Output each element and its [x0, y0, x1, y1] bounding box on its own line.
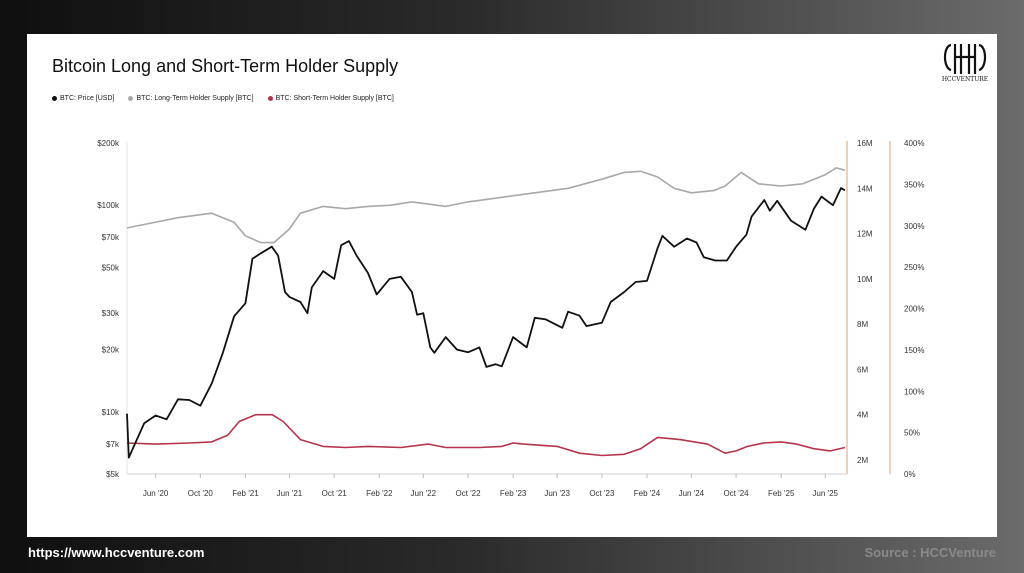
- footer-source: Source : HCCVenture: [864, 545, 996, 560]
- y-right2-tick-label: 100%: [904, 387, 924, 396]
- chart-title: Bitcoin Long and Short-Term Holder Suppl…: [52, 56, 399, 76]
- legend-dot-sth: [267, 96, 273, 101]
- y-left-tick-label: $50k: [102, 263, 120, 272]
- x-tick-label: Jun '23: [544, 489, 570, 498]
- x-tick-label: Oct '24: [724, 489, 750, 498]
- hcc-monogram-icon: [943, 43, 987, 74]
- series-line-price: [126, 187, 846, 459]
- legend-label-sth: BTC: Short-Term Holder Supply [BTC]: [275, 95, 394, 102]
- legend-item-price[interactable]: BTC: Price [USD]: [52, 95, 114, 102]
- x-tick-label: Oct '20: [188, 489, 214, 498]
- legend-label-price: BTC: Price [USD]: [60, 95, 115, 102]
- series-line-lth: [126, 167, 846, 244]
- x-tick-label: Oct '21: [322, 489, 348, 498]
- y-right1-tick-label: 4M: [857, 411, 868, 420]
- y-right1-tick-label: 12M: [857, 230, 873, 239]
- chart-plot: $200k $100k $70k $50k $30k $20k $10k $7k $5k 16M 1…: [97, 139, 924, 498]
- y-right2-tick-label: 0%: [904, 470, 916, 479]
- y-left-tick-label: $200k: [97, 139, 120, 148]
- x-tick-label: Jun '21: [277, 489, 303, 498]
- x-tick-label: Feb '21: [232, 489, 259, 498]
- series-line-sth: [126, 413, 846, 457]
- y-left-tick-label: $5k: [106, 470, 120, 479]
- x-tick-label: Jun '24: [679, 489, 705, 498]
- hcc-logo: HCCVENTURE: [939, 42, 991, 86]
- y-right2-tick-label: 350%: [904, 180, 924, 189]
- footer-url-link[interactable]: https://www.hccventure.com: [28, 545, 205, 560]
- y-right2-tick-label: 250%: [904, 263, 924, 272]
- legend-item-lth[interactable]: BTC: Long-Term Holder Supply [BTC]: [128, 95, 254, 102]
- y-right1-tick-label: 6M: [857, 365, 868, 374]
- y-left-tick-label: $70k: [102, 233, 120, 242]
- y-right2-tick-label: 50%: [904, 429, 920, 438]
- legend-dot-lth: [128, 96, 134, 101]
- x-tick-label: Jun '25: [812, 489, 838, 498]
- y-right1-tick-label: 8M: [857, 320, 868, 329]
- y-left-tick-label: $30k: [102, 309, 120, 318]
- y-right1-tick-label: 14M: [857, 184, 873, 193]
- legend-label-lth: BTC: Long-Term Holder Supply [BTC]: [136, 95, 254, 102]
- y-left-tick-label: $100k: [97, 201, 120, 210]
- y-right1-tick-label: 10M: [857, 275, 873, 284]
- y-right2-tick-label: 400%: [904, 139, 924, 148]
- legend-item-sth[interactable]: BTC: Short-Term Holder Supply [BTC]: [267, 95, 394, 102]
- y-left-tick-label: $7k: [106, 440, 120, 449]
- chart-legend: BTC: Price [USD] BTC: Long-Term Holder S…: [52, 95, 394, 102]
- y-left-tick-label: $20k: [102, 346, 120, 355]
- x-tick-label: Feb '25: [768, 489, 795, 498]
- x-tick-label: Oct '22: [455, 489, 481, 498]
- x-tick-label: Jun '20: [143, 489, 169, 498]
- y-right2-tick-label: 300%: [904, 222, 924, 231]
- logo-text: HCCVENTURE: [941, 76, 989, 83]
- y-right2-tick-label: 150%: [904, 346, 924, 355]
- x-tick-label: Feb '24: [634, 489, 661, 498]
- y-right1-tick-label: 2M: [857, 456, 868, 465]
- y-right1-tick-label: 16M: [857, 139, 873, 148]
- x-tick-label: Jun '22: [411, 489, 437, 498]
- x-tick-label: Feb '22: [366, 489, 393, 498]
- y-right2-tick-label: 200%: [904, 305, 924, 314]
- y-left-tick-label: $10k: [102, 408, 120, 417]
- x-tick-label: Feb '23: [500, 489, 527, 498]
- x-tick-label: Oct '23: [589, 489, 615, 498]
- chart-card: Bitcoin Long and Short-Term Holder Suppl…: [27, 34, 997, 537]
- legend-dot-price: [52, 96, 57, 101]
